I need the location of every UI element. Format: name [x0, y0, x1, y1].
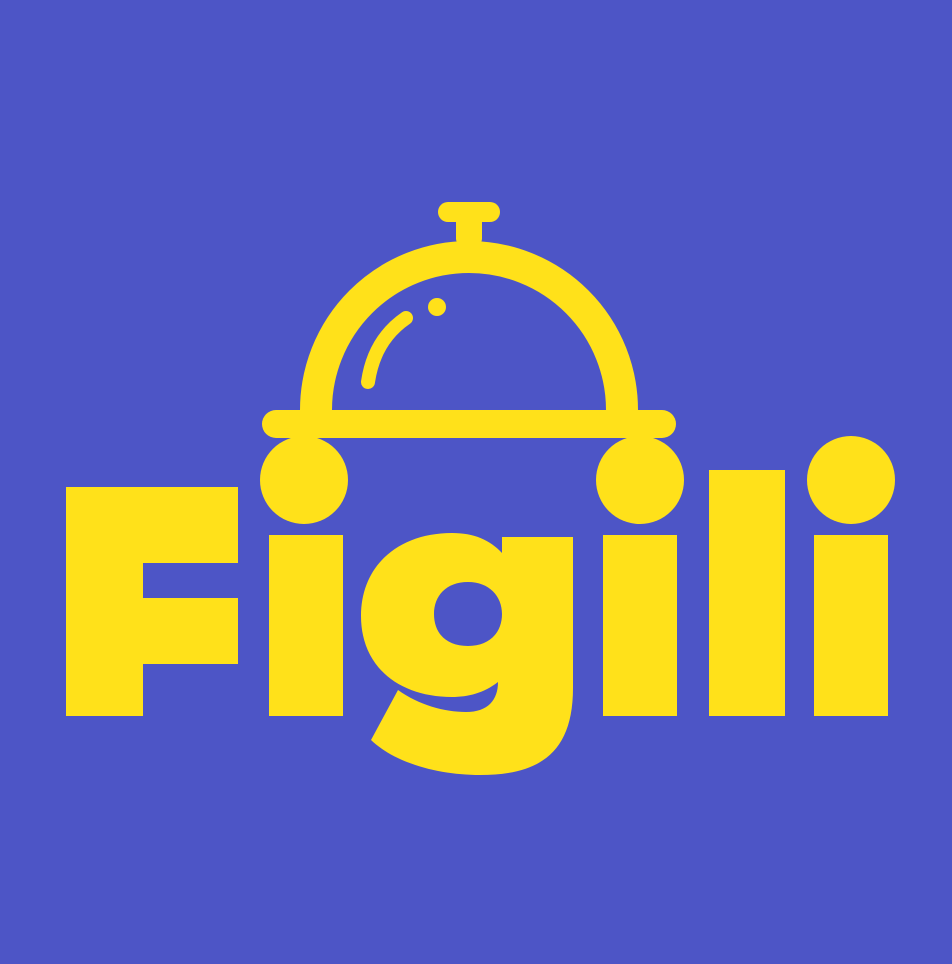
- wordmark-figili: [66, 436, 895, 775]
- cloche-icon: [262, 202, 676, 438]
